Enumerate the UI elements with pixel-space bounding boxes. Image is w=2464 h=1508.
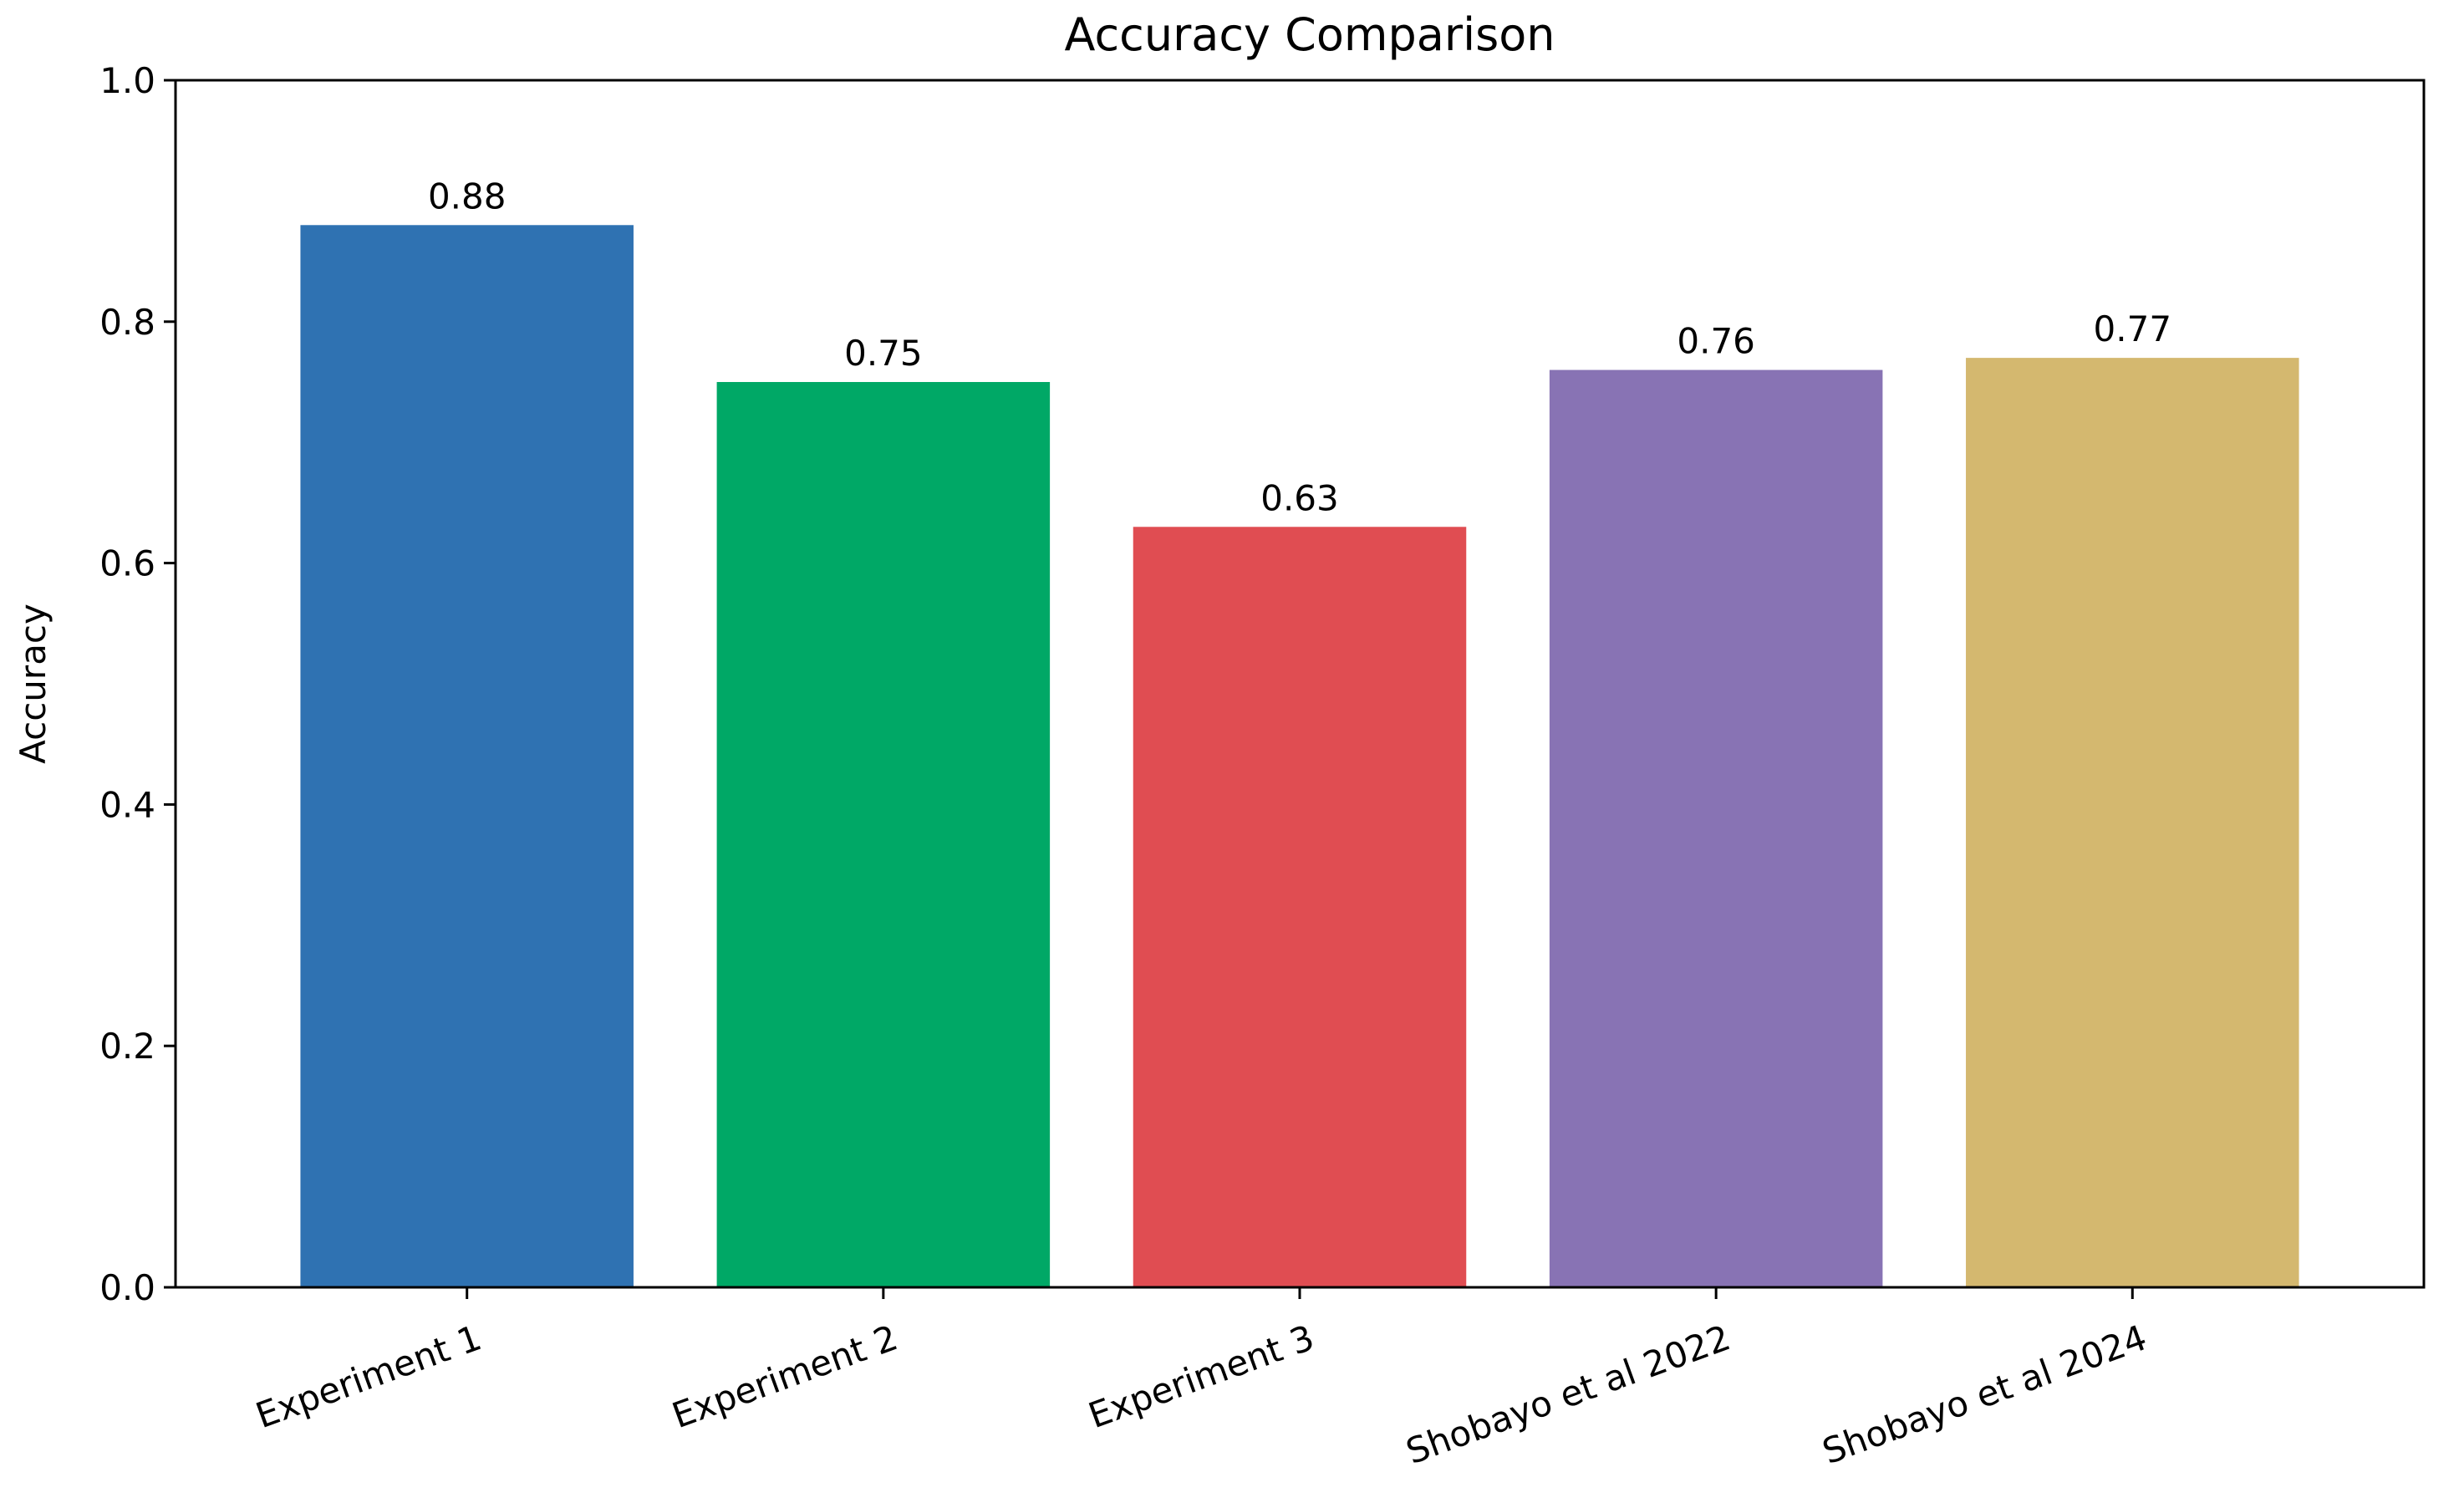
bar-value-label: 0.77: [2094, 308, 2172, 349]
bar: [1966, 358, 2299, 1287]
y-tick-label: 0.0: [99, 1267, 155, 1308]
bar: [1133, 527, 1467, 1287]
x-tick-label: Shobayo et al 2024: [1817, 1317, 2152, 1472]
x-tick-label: Experiment 3: [1083, 1317, 1319, 1436]
y-tick-label: 0.4: [99, 784, 155, 825]
bar: [1549, 369, 1883, 1287]
y-tick-label: 1.0: [99, 60, 155, 101]
bar: [716, 382, 1051, 1287]
bar-value-label: 0.76: [1677, 321, 1755, 362]
x-tick-label: Shobayo et al 2022: [1401, 1317, 1736, 1472]
bar-value-label: 0.88: [428, 176, 507, 217]
y-axis-label: Accuracy: [13, 604, 53, 764]
value-labels-group: 0.88 0.75 0.63 0.76 0.77: [428, 176, 2171, 518]
x-tick-label: Experiment 2: [667, 1317, 903, 1436]
bar-value-label: 0.75: [844, 333, 923, 374]
bar: [300, 225, 634, 1287]
x-tick-label: Experiment 1: [251, 1317, 486, 1436]
y-tick-label: 0.8: [99, 302, 155, 343]
y-tick-label: 0.2: [99, 1026, 155, 1067]
x-axis-ticks: Experiment 1 Experiment 2 Experiment 3 Shob…: [251, 1287, 2152, 1472]
bars-group: [300, 225, 2299, 1287]
y-tick-label: 0.6: [99, 543, 155, 584]
bar-value-label: 0.63: [1260, 477, 1339, 518]
chart-title: Accuracy Comparison: [1064, 8, 1555, 61]
y-axis-ticks: 0.0 0.2 0.4 0.6 0.8 1.0: [99, 60, 176, 1308]
plot-frame: [174, 79, 2426, 1289]
